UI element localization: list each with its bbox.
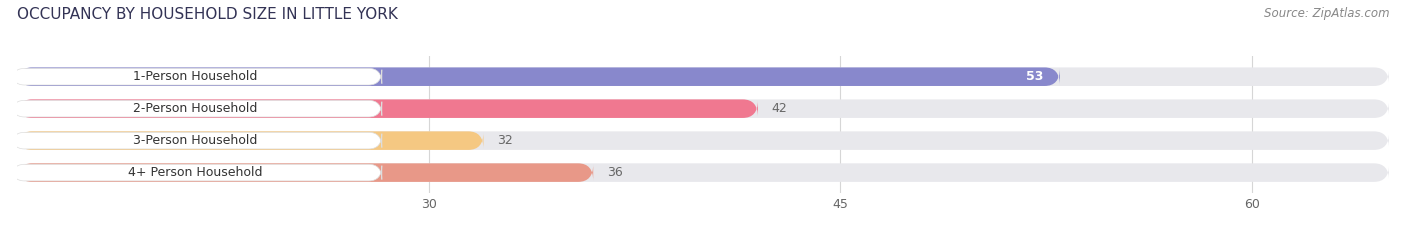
FancyBboxPatch shape bbox=[17, 99, 1389, 118]
Text: 42: 42 bbox=[772, 102, 787, 115]
FancyBboxPatch shape bbox=[17, 67, 1060, 86]
FancyBboxPatch shape bbox=[17, 99, 758, 118]
FancyBboxPatch shape bbox=[11, 100, 382, 117]
Text: 2-Person Household: 2-Person Household bbox=[134, 102, 257, 115]
FancyBboxPatch shape bbox=[17, 163, 593, 182]
FancyBboxPatch shape bbox=[17, 131, 484, 150]
Text: 3-Person Household: 3-Person Household bbox=[134, 134, 257, 147]
Text: 36: 36 bbox=[607, 166, 623, 179]
FancyBboxPatch shape bbox=[11, 69, 382, 85]
FancyBboxPatch shape bbox=[17, 67, 1389, 86]
FancyBboxPatch shape bbox=[11, 164, 382, 181]
FancyBboxPatch shape bbox=[17, 131, 1389, 150]
Text: 53: 53 bbox=[1026, 70, 1043, 83]
Text: OCCUPANCY BY HOUSEHOLD SIZE IN LITTLE YORK: OCCUPANCY BY HOUSEHOLD SIZE IN LITTLE YO… bbox=[17, 7, 398, 22]
Text: 1-Person Household: 1-Person Household bbox=[134, 70, 257, 83]
Text: 4+ Person Household: 4+ Person Household bbox=[128, 166, 263, 179]
Text: Source: ZipAtlas.com: Source: ZipAtlas.com bbox=[1264, 7, 1389, 20]
Text: 32: 32 bbox=[498, 134, 513, 147]
FancyBboxPatch shape bbox=[17, 163, 1389, 182]
FancyBboxPatch shape bbox=[11, 132, 382, 149]
